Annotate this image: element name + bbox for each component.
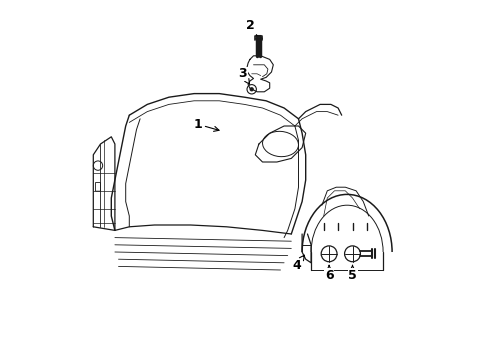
Text: 2: 2 xyxy=(245,19,256,36)
Text: 5: 5 xyxy=(347,265,356,282)
Text: 1: 1 xyxy=(193,118,219,131)
Text: 3: 3 xyxy=(238,67,249,84)
Circle shape xyxy=(249,87,253,91)
Text: 4: 4 xyxy=(292,255,304,272)
Text: 6: 6 xyxy=(324,265,333,282)
